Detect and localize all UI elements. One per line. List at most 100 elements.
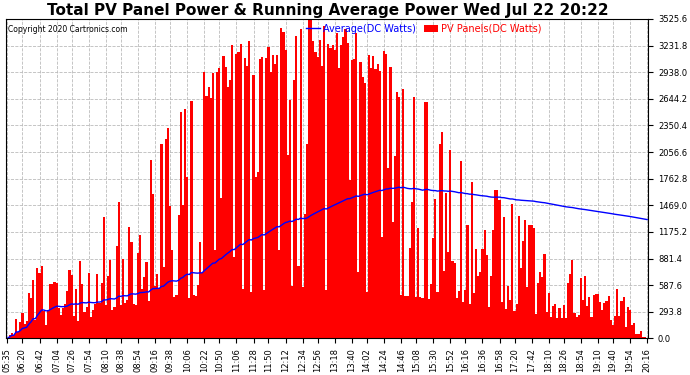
Bar: [498, 200, 501, 338]
Bar: [393, 156, 396, 338]
Average(DC Watts): [3, 336, 12, 340]
Bar: [402, 89, 404, 338]
Bar: [188, 298, 190, 338]
Bar: [329, 48, 332, 338]
Bar: [47, 310, 49, 338]
Bar: [148, 301, 150, 338]
Bar: [509, 300, 511, 338]
Bar: [319, 40, 321, 338]
Bar: [293, 80, 295, 338]
Bar: [503, 217, 505, 338]
Bar: [424, 102, 426, 338]
Bar: [60, 315, 62, 338]
Bar: [225, 67, 227, 338]
Bar: [526, 287, 529, 338]
Bar: [141, 290, 144, 338]
Bar: [591, 317, 593, 338]
Bar: [208, 87, 210, 338]
Bar: [464, 290, 466, 338]
Bar: [291, 286, 293, 338]
Bar: [92, 310, 94, 338]
Bar: [101, 284, 103, 338]
Bar: [282, 32, 284, 338]
Bar: [422, 298, 424, 338]
Bar: [638, 334, 640, 338]
Average(DC Watts): [395, 185, 403, 189]
Bar: [270, 72, 272, 338]
Bar: [439, 144, 441, 338]
Bar: [453, 263, 455, 338]
Bar: [83, 312, 86, 338]
Bar: [603, 303, 605, 338]
Text: Copyright 2020 Cartronics.com: Copyright 2020 Cartronics.com: [8, 26, 127, 34]
Bar: [79, 261, 81, 338]
Bar: [32, 280, 34, 338]
Bar: [268, 47, 270, 338]
Bar: [353, 59, 355, 338]
Bar: [537, 284, 539, 338]
Bar: [235, 54, 237, 338]
Bar: [272, 56, 274, 338]
Bar: [434, 199, 437, 338]
Bar: [124, 303, 126, 338]
Bar: [90, 317, 92, 338]
Bar: [26, 321, 28, 338]
Bar: [88, 273, 90, 338]
Bar: [451, 261, 453, 338]
Bar: [458, 291, 460, 338]
Bar: [575, 317, 578, 338]
Bar: [595, 294, 597, 338]
Legend: Average(DC Watts), PV Panels(DC Watts): Average(DC Watts), PV Panels(DC Watts): [306, 24, 542, 34]
Bar: [177, 215, 179, 338]
Bar: [610, 320, 612, 338]
Bar: [496, 190, 498, 338]
Bar: [103, 217, 105, 338]
Bar: [51, 284, 53, 338]
Bar: [494, 190, 496, 338]
Bar: [206, 96, 208, 338]
Bar: [126, 300, 128, 338]
Bar: [437, 292, 439, 338]
Bar: [259, 59, 261, 338]
Line: Average(DC Watts): Average(DC Watts): [8, 187, 647, 338]
Bar: [366, 291, 368, 338]
Bar: [616, 289, 618, 338]
Bar: [391, 222, 393, 338]
Bar: [535, 314, 537, 338]
Bar: [372, 56, 375, 338]
Bar: [68, 270, 70, 338]
Bar: [455, 298, 458, 338]
Bar: [486, 255, 488, 338]
Bar: [19, 322, 21, 338]
Bar: [130, 242, 132, 338]
Average(DC Watts): [643, 217, 651, 222]
Bar: [28, 293, 30, 338]
Bar: [389, 67, 391, 338]
Bar: [21, 313, 23, 338]
Bar: [368, 55, 370, 338]
Bar: [515, 304, 518, 338]
Bar: [193, 295, 195, 338]
Bar: [552, 306, 554, 338]
Bar: [53, 282, 56, 338]
Bar: [62, 308, 64, 338]
Bar: [338, 68, 340, 338]
Bar: [364, 82, 366, 338]
Bar: [428, 299, 430, 338]
Bar: [171, 250, 173, 338]
Bar: [375, 69, 377, 338]
Bar: [214, 251, 216, 338]
Bar: [357, 272, 359, 338]
Bar: [161, 144, 163, 338]
Bar: [466, 225, 469, 338]
Bar: [113, 307, 115, 338]
Bar: [605, 301, 608, 338]
Bar: [199, 242, 201, 338]
Bar: [195, 296, 197, 338]
Bar: [513, 311, 515, 338]
Bar: [278, 250, 280, 338]
Bar: [299, 30, 302, 338]
Bar: [289, 100, 291, 338]
Bar: [415, 297, 417, 338]
Bar: [582, 300, 584, 338]
